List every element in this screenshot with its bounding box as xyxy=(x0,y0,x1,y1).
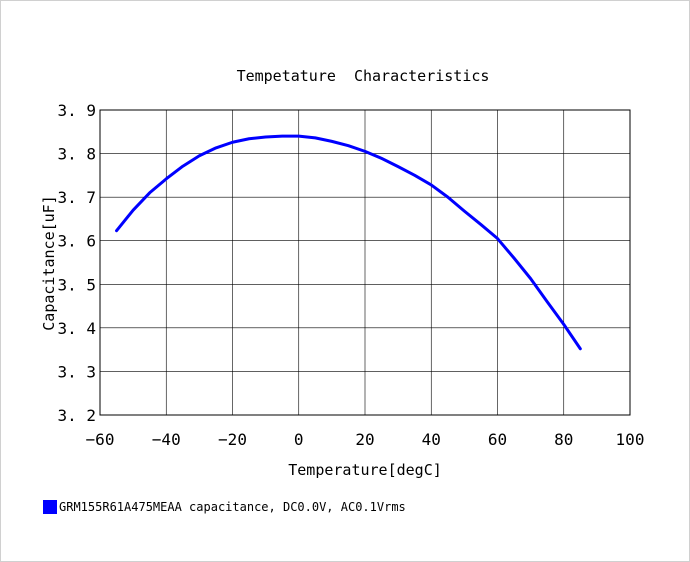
series-line xyxy=(115,134,582,351)
y-tick-label: 3. 4 xyxy=(57,319,96,338)
x-tick-label: −40 xyxy=(152,430,181,449)
x-axis-label: Temperature[degC] xyxy=(288,461,442,479)
y-tick-label: 3. 8 xyxy=(57,145,96,164)
y-tick-label: 3. 5 xyxy=(57,275,96,294)
x-tick-label: 20 xyxy=(355,430,374,449)
y-tick-label: 3. 6 xyxy=(57,232,96,251)
tick-labels: −60 −40 −20 0 20 40 60 80 100 3. 2 3. 3 3. 4 3. 5 3. … xyxy=(57,101,644,449)
x-tick-label: 0 xyxy=(294,430,304,449)
legend: GRM155R61A475MEAA capacitance, DC0.0V, A… xyxy=(43,498,406,516)
x-tick-label: −20 xyxy=(218,430,247,449)
x-tick-label: 60 xyxy=(488,430,507,449)
y-tick-label: 3. 3 xyxy=(57,362,96,381)
x-tick-label: −60 xyxy=(86,430,115,449)
y-tick-label: 3. 9 xyxy=(57,101,96,120)
y-axis-label: Capacitance[uF] xyxy=(40,195,58,330)
legend-swatch xyxy=(43,500,57,514)
grid-lines xyxy=(99,109,631,416)
plot-border xyxy=(99,109,631,416)
legend-label: GRM155R61A475MEAA capacitance, DC0.0V, A… xyxy=(59,500,406,514)
x-tick-label: 100 xyxy=(616,430,645,449)
x-tick-label: 40 xyxy=(422,430,441,449)
chart-title: Tempetature Characteristics xyxy=(237,67,490,85)
x-tick-label: 80 xyxy=(554,430,573,449)
series-layer xyxy=(115,134,582,351)
y-tick-label: 3. 2 xyxy=(57,406,96,425)
y-tick-label: 3. 7 xyxy=(57,188,96,207)
